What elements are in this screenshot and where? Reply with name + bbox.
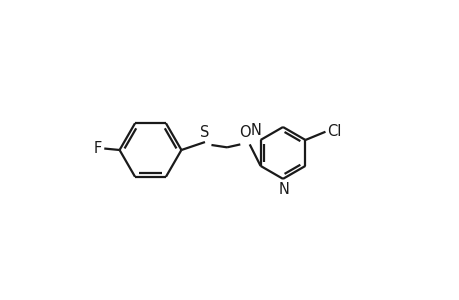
Text: O: O [239, 125, 250, 140]
Text: S: S [200, 125, 209, 140]
Text: N: N [278, 182, 289, 197]
Text: F: F [94, 141, 102, 156]
Text: Cl: Cl [326, 124, 341, 139]
Text: N: N [250, 123, 261, 138]
